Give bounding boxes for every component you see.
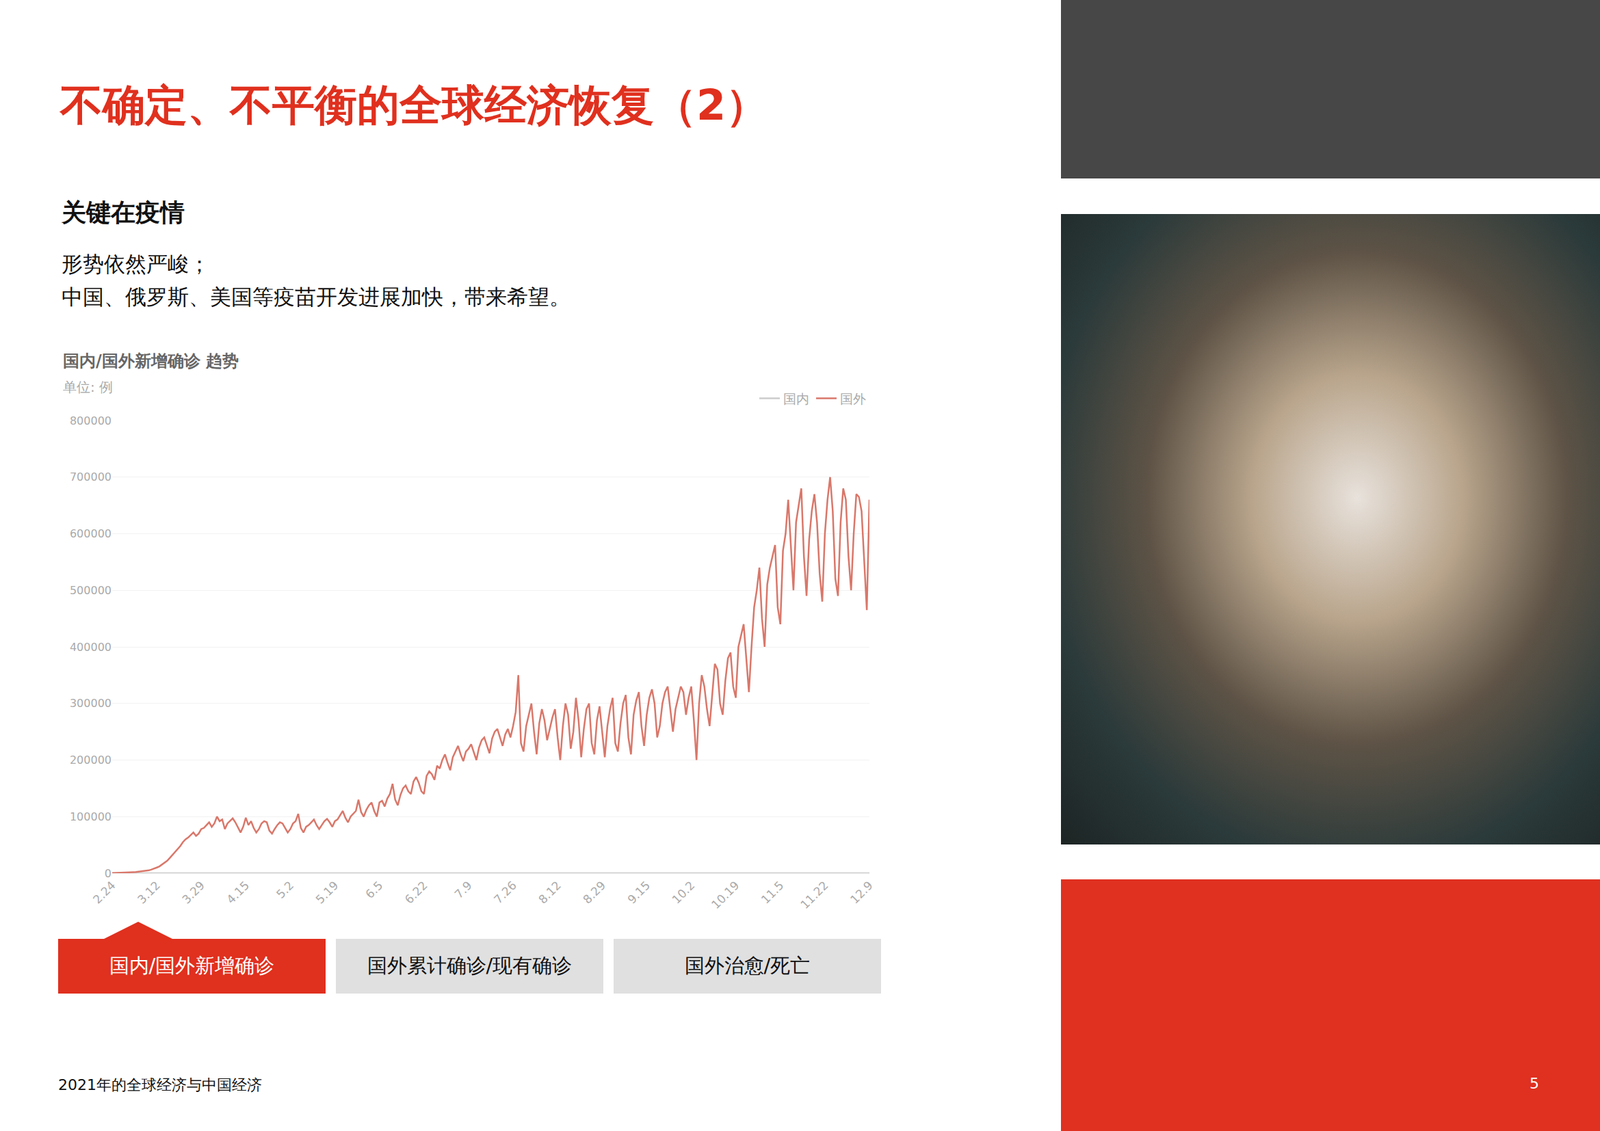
svg-text:11.22: 11.22 (797, 879, 832, 913)
svg-text:3.29: 3.29 (179, 879, 208, 908)
html-text:2021年的全球经济与中国经济: 2021年的全球经济与中国经济 (58, 1076, 262, 1094)
svg-text:8.12: 8.12 (535, 879, 564, 908)
svg-text:500000: 500000 (69, 584, 112, 598)
html-text:国内/国外新增确诊 趋势: 国内/国外新增确诊 趋势 (62, 351, 239, 371)
svg-text:2.24: 2.24 (90, 879, 119, 908)
svg-text:5.2: 5.2 (273, 879, 297, 902)
svg-text:4.15: 4.15 (223, 879, 252, 908)
svg-text:6.5: 6.5 (362, 879, 386, 902)
html-text:关键在疫情: 关键在疫情 (61, 198, 185, 227)
html-text:形势依然严峻；: 形势依然严峻； (61, 251, 211, 277)
html-text:不确定、不平衡的全球经济恢复（2）: 不确定、不平衡的全球经济恢复（2） (60, 80, 769, 130)
html-text:5: 5 (1529, 1075, 1540, 1093)
html-text:国外治愈/死亡: 国外治愈/死亡 (684, 954, 811, 978)
svg-text:3.12: 3.12 (134, 879, 163, 908)
svg-text:600000: 600000 (69, 527, 112, 541)
html-text:国外累计确诊/现有确诊: 国外累计确诊/现有确诊 (367, 954, 573, 978)
svg-text:700000: 700000 (69, 470, 112, 484)
svg-text:300000: 300000 (69, 697, 112, 711)
svg-text:9.15: 9.15 (624, 879, 653, 908)
svg-text:8.29: 8.29 (580, 879, 609, 908)
html-text:单位: 例: 单位: 例 (62, 378, 113, 396)
svg-text:11.5: 11.5 (758, 879, 787, 908)
svg-text:10.19: 10.19 (708, 879, 743, 913)
svg-text:400000: 400000 (69, 640, 112, 654)
svg-text:7.26: 7.26 (491, 879, 520, 908)
svg-text:10.2: 10.2 (669, 879, 698, 908)
svg-text:7.9: 7.9 (452, 879, 475, 902)
svg-text:200000: 200000 (69, 753, 112, 767)
svg-text:12.9: 12.9 (847, 879, 876, 908)
svg-text:100000: 100000 (69, 810, 112, 824)
html-text:中国、俄罗斯、美国等疫苗开发进展加快，带来希望。: 中国、俄罗斯、美国等疫苗开发进展加快，带来希望。 (61, 284, 571, 310)
svg-text:5.19: 5.19 (313, 879, 342, 908)
svg-text:国外: 国外 (840, 391, 867, 407)
svg-text:6.22: 6.22 (402, 879, 431, 908)
html-text:国内/国外新增确诊: 国内/国外新增确诊 (109, 954, 275, 978)
svg-text:800000: 800000 (69, 414, 112, 428)
svg-text:0: 0 (104, 867, 112, 881)
svg-text:国内: 国内 (783, 391, 810, 407)
